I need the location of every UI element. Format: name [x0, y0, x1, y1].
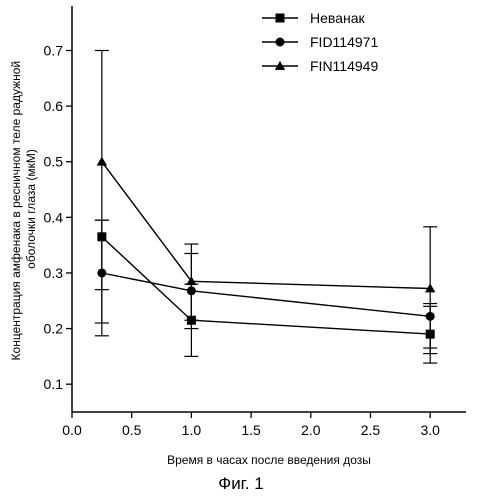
- x-tick-label: 0.5: [122, 422, 142, 438]
- y-tick-label: 0.4: [44, 209, 64, 225]
- data-point-circle: [425, 311, 435, 321]
- series-line-2: [101, 272, 431, 317]
- data-point-triangle: [96, 156, 108, 166]
- legend-marker-square: [275, 13, 285, 23]
- data-point-square: [425, 329, 435, 339]
- y-tick-label: 0.1: [44, 376, 64, 392]
- x-tick-label: 2.0: [301, 422, 321, 438]
- axes: 0.1 0.2 0.3 0.4 0.5 0.6 0.7 0.0 0.5 1.0 1.5 2.0 2.5 3…: [44, 6, 466, 438]
- x-axis-title: Время в часах после введения дозы: [167, 453, 371, 467]
- y-axis-title: Концентрация амфенака в ресничном теле р…: [9, 58, 38, 361]
- y-axis-title-line-1: Концентрация амфенака в ресничном теле р…: [9, 61, 23, 361]
- x-tick-label: 0.0: [62, 422, 82, 438]
- legend-marker-triangle: [274, 60, 286, 70]
- error-bars: [94, 49, 438, 364]
- data-point-square: [97, 232, 107, 242]
- y-tick-label: 0.5: [44, 154, 64, 170]
- data-point-triangle: [425, 283, 436, 293]
- x-tick-label: 1.0: [182, 422, 202, 438]
- data-point-square: [186, 315, 196, 325]
- y-axis-title-line-2: оболочки глаза (мкМ): [24, 149, 38, 269]
- y-tick-label: 0.2: [44, 321, 64, 337]
- legend-marker-circle: [275, 37, 285, 47]
- series-line-1: [101, 236, 431, 335]
- legend: Неванак FID114971 FIN114949: [262, 10, 378, 74]
- x-tick-label: 3.0: [420, 422, 440, 438]
- y-tick-label: 0.7: [44, 42, 64, 58]
- y-tick-label: 0.6: [44, 98, 64, 114]
- x-tick-label: 2.5: [361, 422, 381, 438]
- data-point-circle: [186, 286, 196, 296]
- chart: 0.1 0.2 0.3 0.4 0.5 0.6 0.7 0.0 0.5 1.0 1.5 2.0 2.5 3…: [9, 6, 466, 467]
- legend-label: FIN114949: [310, 58, 378, 74]
- data-markers: [96, 156, 436, 339]
- legend-label: FID114971: [310, 34, 378, 50]
- y-tick-label: 0.3: [44, 265, 64, 281]
- data-point-circle: [97, 268, 107, 278]
- x-tick-label: 1.5: [241, 422, 261, 438]
- figure-caption: Фиг. 1: [218, 474, 264, 493]
- data-point-triangle: [186, 276, 197, 286]
- series-lines: [101, 161, 431, 335]
- series-line-3: [101, 161, 431, 290]
- legend-label: Неванак: [310, 10, 365, 26]
